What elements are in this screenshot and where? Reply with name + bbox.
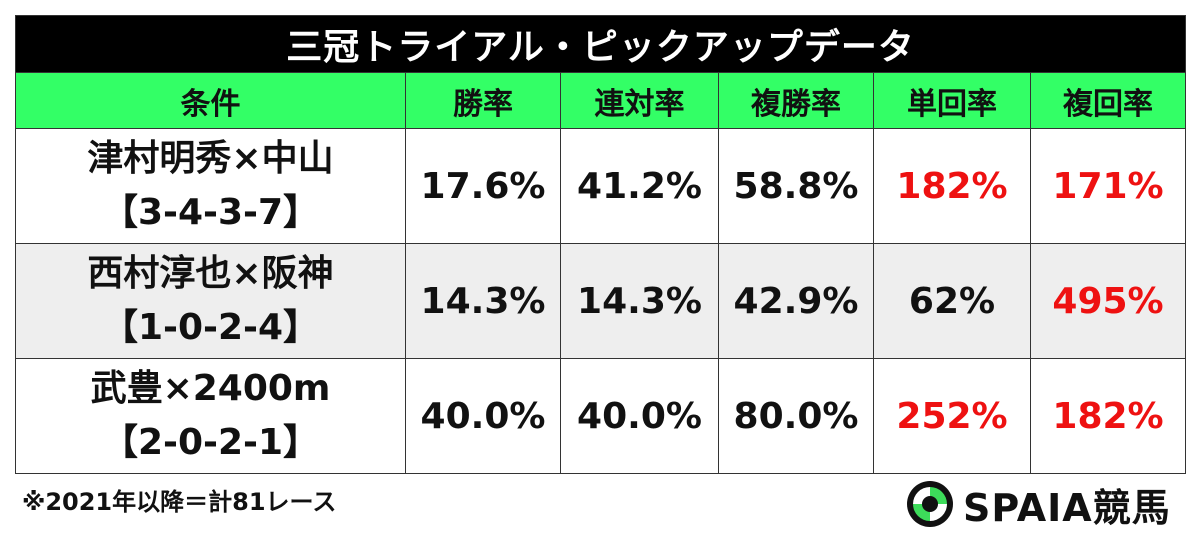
cell: 171% [1029,128,1187,244]
header-cell: 複勝率 [718,72,874,129]
logo-text: SPAIA競馬 [963,485,1171,530]
logo-icon [907,481,953,527]
record: 【2-0-2-1】 [101,422,320,463]
header-cell: 条件 [15,72,406,129]
record: 【3-4-3-7】 [101,192,320,233]
record: 【1-0-2-4】 [101,307,320,348]
cell: 182% [1029,358,1187,474]
title: 三冠トライアル・ピックアップデータ [14,15,1187,73]
footnote: ※2021年以降＝計81レース [22,488,337,516]
cell: 495% [1029,243,1187,359]
condition-cell: 津村明秀×中山 【3-4-3-7】 [15,128,406,244]
row: 武豊×2400m 【2-0-2-1】 40.0% 40.0% 80.0% 252%… [15,358,1187,474]
row: 西村淳也×阪神 【1-0-2-4】 14.3% 14.3% 42.9% 62% 4… [15,243,1187,359]
header-cell: 複回率 [1029,72,1187,129]
cell: 80.0% [718,358,874,474]
condition-cell: 武豊×2400m 【2-0-2-1】 [15,358,406,474]
cell: 58.8% [718,128,874,244]
condition: 武豊×2400m [90,368,331,409]
cell: 40.0% [560,358,719,474]
header-cell: 単回率 [873,72,1031,129]
header-cell: 連対率 [560,72,719,129]
logo: SPAIA競馬 [905,477,1171,531]
condition: 西村淳也×阪神 [87,253,334,294]
cell: 182% [873,128,1031,244]
condition-cell: 西村淳也×阪神 【1-0-2-4】 [15,243,406,359]
cell: 62% [873,243,1031,359]
row: 津村明秀×中山 【3-4-3-7】 17.6% 41.2% 58.8% 182% … [15,128,1187,244]
cell: 252% [873,358,1031,474]
header-row: 条件 勝率 連対率 複勝率 単回率 複回率 [15,72,1187,129]
cell: 17.6% [405,128,561,244]
data-table: 三冠トライアル・ピックアップデータ 条件 勝率 連対率 複勝率 単回率 複回率 … [14,15,1187,474]
cell: 14.3% [560,243,719,359]
cell: 14.3% [405,243,561,359]
header-cell: 勝率 [405,72,561,129]
cell: 42.9% [718,243,874,359]
cell: 41.2% [560,128,719,244]
cell: 40.0% [405,358,561,474]
condition: 津村明秀×中山 [87,138,334,179]
